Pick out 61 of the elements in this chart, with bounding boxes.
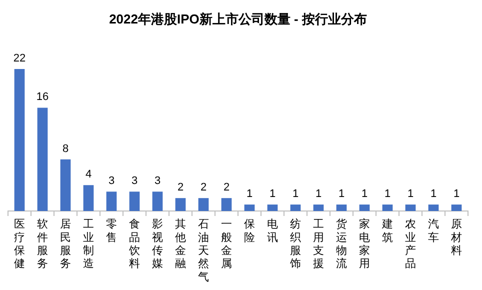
x-tick-label: 影视传媒 [152,218,163,270]
data-label: 1 [361,188,368,200]
bar [267,204,278,211]
bar [244,204,255,211]
bar [382,204,393,211]
bar [37,108,48,211]
x-tick-label: 食品饮料 [128,218,140,270]
x-tick-label: 农业产品 [405,218,416,270]
data-label: 3 [108,175,115,188]
x-tick-label: 家电家用 [359,218,370,270]
data-label: 8 [62,142,69,155]
bar [83,185,94,211]
bar [451,204,462,211]
data-label: 16 [36,91,49,104]
data-label: 3 [154,175,161,188]
data-label: 1 [407,188,414,200]
x-tick-label: 原材料 [450,218,462,258]
x-tick-label: 其他金融 [175,218,186,270]
bar [336,204,347,211]
data-label: 3 [131,175,138,188]
data-label: 1 [246,188,253,200]
x-tick-label: 建筑 [381,218,393,244]
x-tick-label: 软件服务 [37,218,48,270]
chart-title: 2022年港股IPO新上市公司数量 - 按行业分布 [109,11,367,26]
bar [221,198,232,211]
x-tick-label: 工业制造 [83,218,94,270]
bar [175,198,186,211]
x-tick-label: 零售 [106,218,117,244]
x-tick-label: 工用支援 [313,218,324,270]
data-label: 1 [292,188,299,200]
bar [405,204,416,211]
x-tick-label: 纺织服饰 [289,218,301,270]
x-tick-label: 保险 [244,218,255,244]
bar [14,68,25,211]
x-tick-label: 一般金属 [221,218,232,270]
bar [129,192,140,211]
data-label: 1 [338,188,345,200]
bar [152,192,163,211]
x-tick-label: 电讯 [267,218,278,244]
x-tick-label: 居民服务 [60,218,71,270]
data-label: 22 [13,52,26,64]
bar [106,192,117,211]
x-tick-label: 石油天然气 [198,218,209,284]
data-label: 1 [384,188,391,200]
x-tick-label: 医疗保健 [14,218,25,270]
data-label: 1 [453,188,460,200]
x-tick-label: 货运物流 [336,218,347,270]
bar [198,198,209,211]
bar [313,204,324,211]
bar [359,204,370,211]
data-label: 4 [85,168,92,181]
bar [60,159,71,211]
data-label: 2 [223,182,230,194]
data-label: 1 [430,188,437,200]
data-label: 1 [269,188,276,200]
x-tick-label: 汽车 [428,218,439,244]
data-label: 1 [315,188,322,200]
bar [290,204,301,211]
data-label: 2 [177,182,184,194]
bar [428,204,439,211]
data-label: 2 [200,182,207,194]
